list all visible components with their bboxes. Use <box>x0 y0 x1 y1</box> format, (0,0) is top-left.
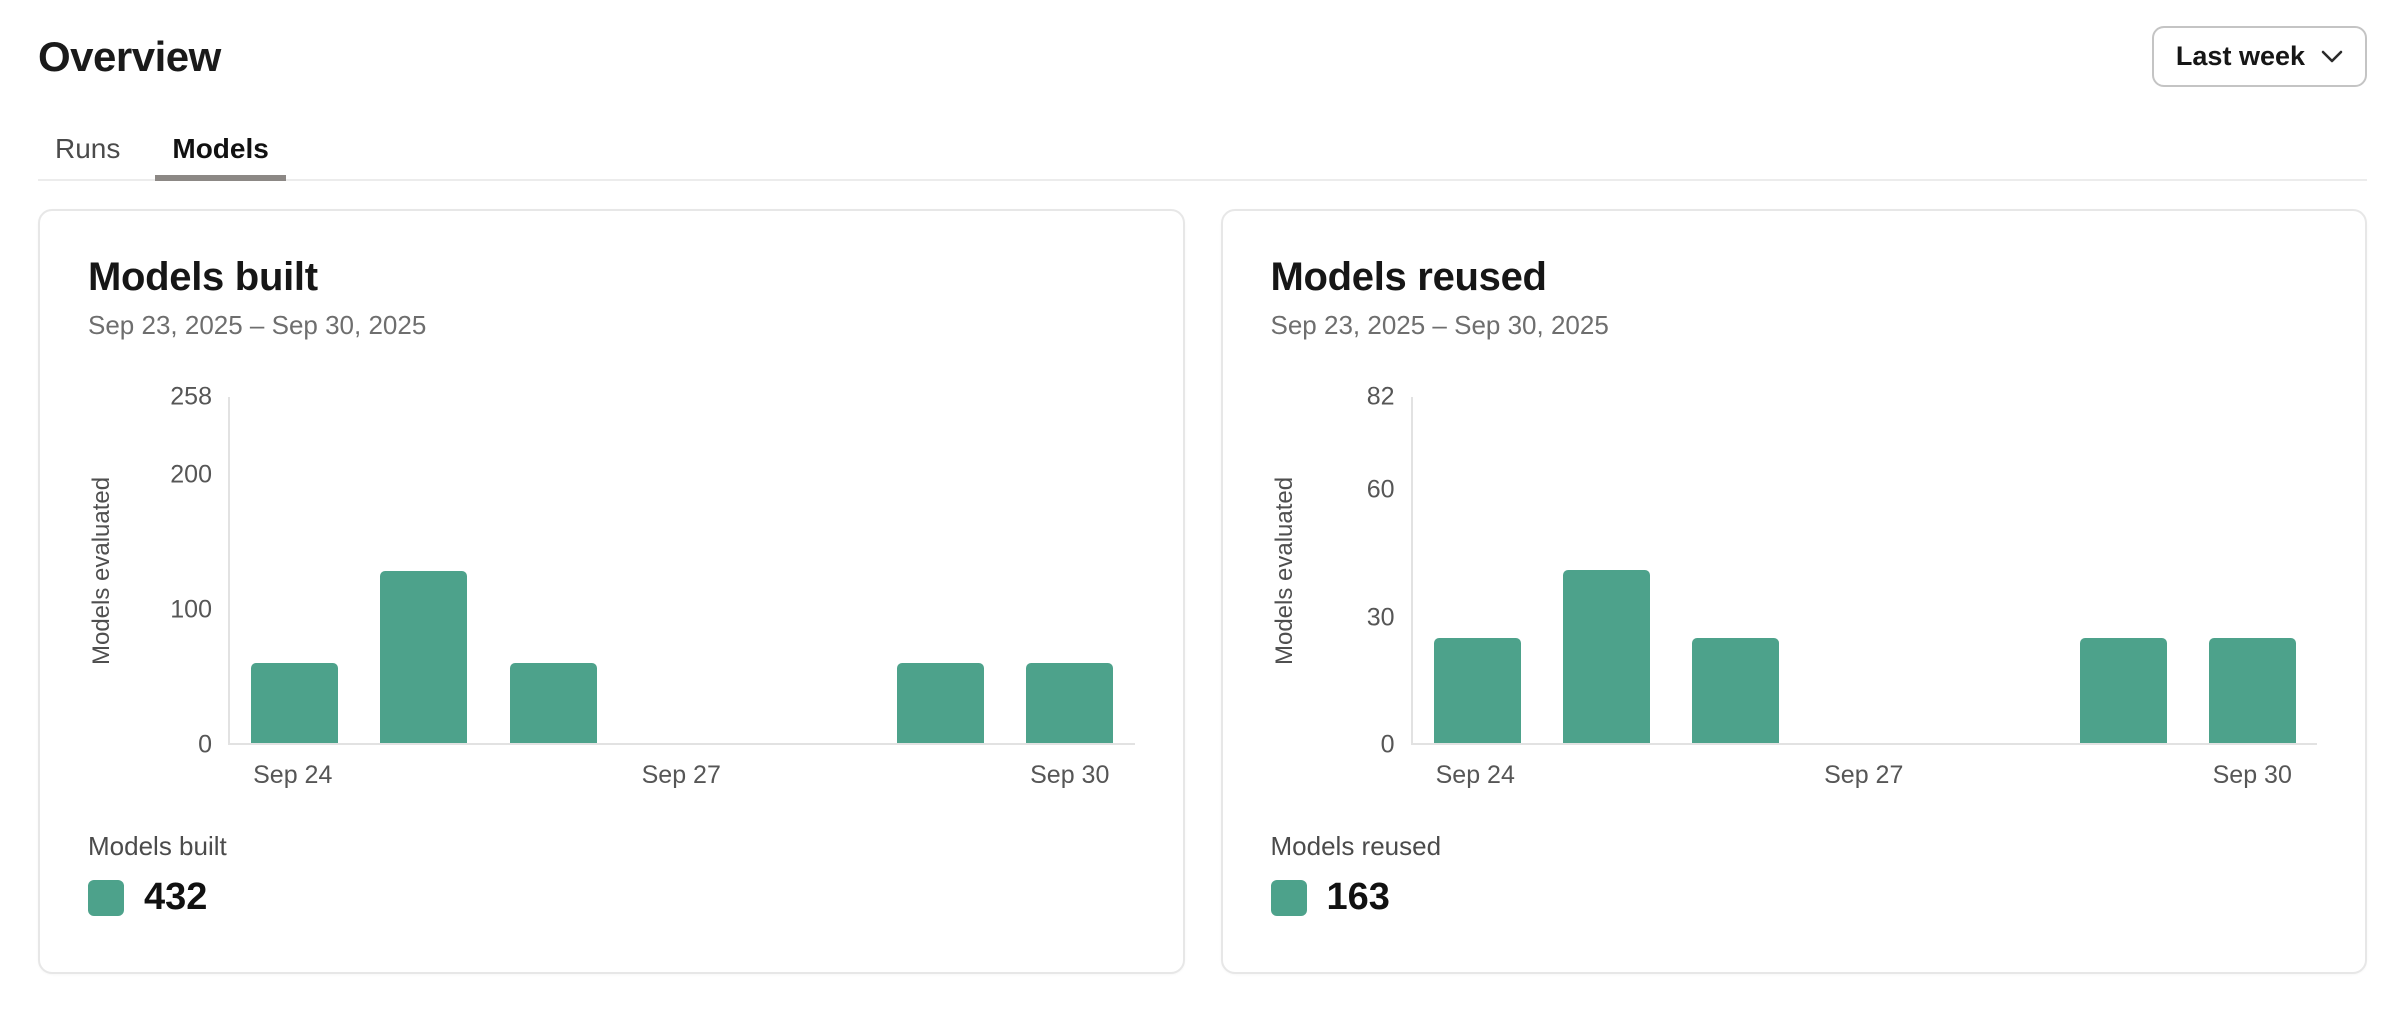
bar-slot <box>1929 397 2058 743</box>
bar-slot <box>2188 397 2317 743</box>
bar-sep-25[interactable] <box>1562 570 1650 743</box>
bar-slot <box>1413 397 1542 743</box>
legend-swatch <box>1270 879 1307 916</box>
y-tick-label: 100 <box>170 595 212 624</box>
y-axis-ticks: 0 30 60 82 <box>1297 383 1411 759</box>
legend-swatch <box>88 879 124 916</box>
y-tick-label: 30 <box>1366 603 1395 632</box>
x-tick-label <box>1670 761 1800 791</box>
card-date-range: Sep 23, 2025 – Sep 30, 2025 <box>88 310 427 340</box>
bar-sep-30[interactable] <box>1026 662 1114 743</box>
models-reused-chart: Models evaluated 0 30 60 82 Sep 24 Sep 27 Sep… <box>1270 383 2318 791</box>
x-tick-label <box>358 761 488 791</box>
x-tick-label: Sep 27 <box>1824 761 1904 789</box>
tab-models[interactable]: Models <box>155 133 287 181</box>
x-tick-label <box>1929 761 2059 791</box>
tab-bar: Runs Models <box>0 133 2398 181</box>
bar-slot <box>230 397 359 743</box>
x-tick-label: Sep 24 <box>1435 761 1515 789</box>
x-axis-ticks: Sep 24 Sep 27 Sep 30 <box>228 761 1135 791</box>
x-tick-label <box>876 761 1006 791</box>
bar-slot <box>1800 397 1929 743</box>
legend-label: Models reused <box>1270 831 1442 861</box>
y-axis-label: Models evaluated <box>1270 476 1298 666</box>
bar-slot <box>1542 397 1671 743</box>
bar-slot <box>876 397 1005 743</box>
x-tick-label <box>487 761 617 791</box>
x-tick-label <box>746 761 876 791</box>
tab-runs[interactable]: Runs <box>55 133 121 164</box>
bars <box>1410 397 2317 745</box>
card-title: Models reused <box>1270 255 1547 299</box>
x-tick-label: Sep 30 <box>2212 761 2292 789</box>
legend: Models built 432 <box>88 831 1135 919</box>
bar-slot <box>488 397 617 743</box>
y-axis-label: Models evaluated <box>88 476 115 666</box>
legend-label: Models built <box>88 831 227 861</box>
x-tick-label: Sep 24 <box>253 761 333 789</box>
bar-sep-26[interactable] <box>1692 637 1780 743</box>
tabbar-divider <box>38 179 2367 181</box>
plot-area: Sep 24 Sep 27 Sep 30 <box>1410 397 2318 791</box>
bar-sep-29[interactable] <box>2079 637 2167 743</box>
x-tick-label <box>1540 761 1670 791</box>
bars <box>228 397 1135 745</box>
bar-slot <box>747 397 876 743</box>
y-tick-label: 258 <box>170 382 212 411</box>
x-tick-label: Sep 30 <box>1030 761 1110 789</box>
models-built-chart: Models evaluated 0 100 200 258 Sep 24 Sep 27… <box>88 383 1135 791</box>
bar-sep-26[interactable] <box>509 662 597 743</box>
bar-slot <box>2059 397 2188 743</box>
chevron-down-icon <box>2321 50 2343 62</box>
y-tick-label: 0 <box>198 730 212 759</box>
bar-sep-30[interactable] <box>2208 637 2296 743</box>
bar-slot <box>1671 397 1800 743</box>
x-axis-ticks: Sep 24 Sep 27 Sep 30 <box>1411 761 2318 791</box>
bar-sep-29[interactable] <box>897 662 985 743</box>
page-title: Overview <box>38 32 221 80</box>
x-tick-label: Sep 27 <box>641 761 721 789</box>
card-date-range: Sep 23, 2025 – Sep 30, 2025 <box>1270 310 1609 340</box>
bar-slot <box>1005 397 1134 743</box>
y-axis-ticks: 0 100 200 258 <box>114 383 228 759</box>
cards-row: Models built Sep 23, 2025 – Sep 30, 2025… <box>0 181 2398 974</box>
bar-slot <box>359 397 488 743</box>
y-tick-label: 60 <box>1366 475 1395 504</box>
bar-sep-24[interactable] <box>251 662 339 743</box>
models-reused-card: Models reused Sep 23, 2025 – Sep 30, 202… <box>1220 209 2367 974</box>
y-tick-label: 82 <box>1366 382 1395 411</box>
y-tick-label: 0 <box>1380 730 1395 759</box>
bar-sep-24[interactable] <box>1433 637 1521 743</box>
legend-total: 163 <box>1326 876 1390 918</box>
card-title: Models built <box>88 255 318 299</box>
bar-sep-25[interactable] <box>380 571 468 743</box>
bar-slot <box>618 397 747 743</box>
plot-area: Sep 24 Sep 27 Sep 30 <box>228 397 1135 791</box>
period-dropdown[interactable]: Last week <box>2151 26 2367 87</box>
period-dropdown-label: Last week <box>2175 41 2305 71</box>
y-tick-label: 200 <box>170 460 212 489</box>
models-built-card: Models built Sep 23, 2025 – Sep 30, 2025… <box>38 209 1185 974</box>
legend-total: 432 <box>144 876 208 918</box>
legend: Models reused 163 <box>1270 831 2318 919</box>
x-tick-label <box>2058 761 2188 791</box>
page-header: Overview Last week <box>0 0 2398 87</box>
